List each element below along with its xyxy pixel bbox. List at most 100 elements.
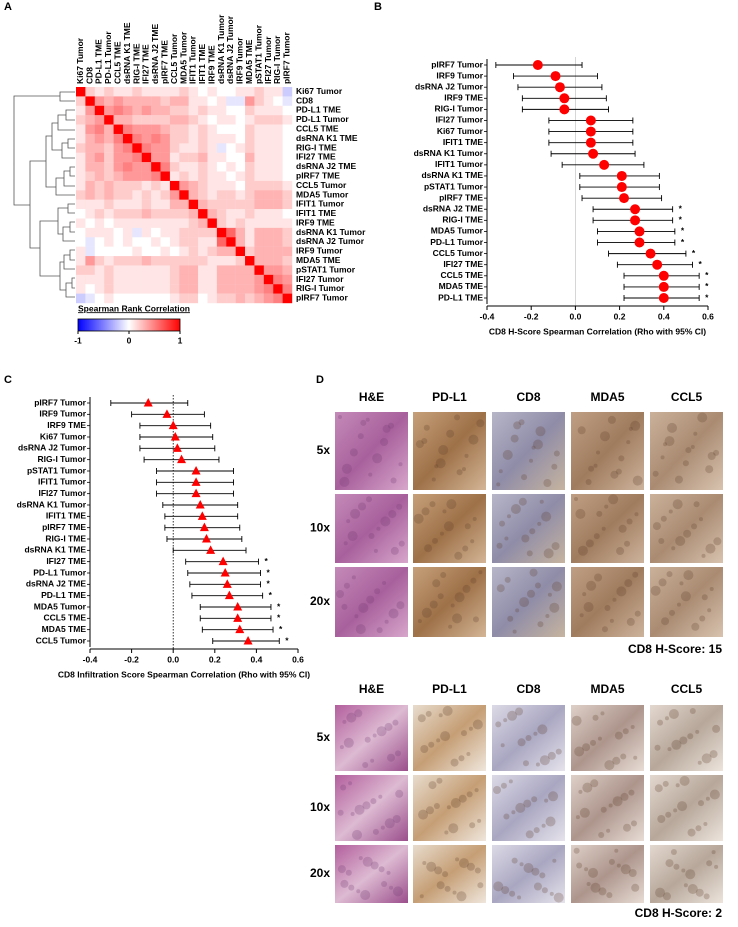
x-tick-label: -0.2 [524, 311, 539, 321]
tissue-texture [521, 474, 528, 481]
heatmap-cell [113, 162, 124, 172]
tissue-texture [706, 860, 713, 867]
tissue-texture [679, 736, 688, 745]
tissue-texture [714, 864, 719, 869]
row-label: PD-L1 Tumor [296, 114, 349, 124]
heatmap-cell [94, 293, 105, 304]
heatmap-cell [104, 124, 114, 135]
tissue-texture [464, 453, 469, 458]
heatmap-cell [179, 124, 189, 135]
tissue-texture [439, 531, 444, 536]
row-label: pIRF7 TME [439, 192, 483, 202]
tissue-texture [436, 777, 443, 784]
heatmap-cell [235, 105, 246, 116]
tissue-texture [584, 867, 589, 872]
heatmap-cell [141, 115, 152, 125]
tissue-texture [712, 724, 721, 733]
heatmap-cell [245, 246, 255, 257]
histology-image [335, 845, 408, 903]
x-tick-label: 0.4 [250, 654, 262, 664]
heatmap-cell [151, 133, 161, 144]
tissue-texture [689, 708, 696, 714]
tissue-texture [551, 581, 562, 592]
tissue-texture [425, 806, 434, 815]
heatmap-cell [245, 87, 255, 97]
tissue-texture [541, 511, 552, 522]
heatmap-cell [104, 256, 114, 266]
significance-mark: * [705, 281, 709, 291]
heatmap-cell [273, 256, 283, 266]
row-label: dsRNA K1 Tumor [414, 148, 484, 158]
tissue-texture [545, 816, 556, 827]
heatmap-cell [104, 115, 114, 125]
tissue-texture [348, 781, 353, 786]
heatmap-cell [235, 265, 246, 276]
tissue-texture [501, 886, 510, 895]
point [197, 511, 207, 520]
heatmap-cell [273, 246, 283, 257]
point [588, 148, 599, 159]
tissue-texture [709, 789, 720, 800]
row-label: dsRNA J2 Tumor [296, 236, 365, 246]
tissue-texture [350, 508, 361, 519]
heatmap-cell [282, 124, 293, 135]
heatmap-cell [188, 284, 199, 294]
heatmap-cell [122, 265, 133, 276]
colorbar-label: Spearman Rank Correlation [78, 303, 190, 313]
heatmap-cell [226, 87, 236, 97]
heatmap-cell [169, 265, 180, 276]
tissue-texture [576, 862, 583, 869]
heatmap-cell [235, 209, 246, 219]
tissue-texture [579, 807, 590, 818]
heatmap-cell [104, 180, 114, 191]
heatmap-cell [188, 256, 199, 266]
tissue-texture [662, 892, 671, 901]
heatmap-cell [198, 124, 208, 135]
tissue-texture [515, 707, 524, 716]
heatmap-cell [160, 209, 171, 219]
heatmap-cell [254, 284, 265, 294]
heatmap-cell [113, 180, 124, 191]
tissue-texture [671, 739, 682, 750]
panel-letter: C [4, 374, 12, 386]
heatmap-cell [94, 237, 105, 247]
tissue-texture [709, 750, 718, 759]
row-label: IFIT1 Tumor [38, 477, 87, 487]
column-label: PD-L1 TME [94, 39, 104, 84]
heatmap-cell [94, 180, 105, 191]
tissue-texture [687, 884, 698, 894]
heatmap-cell [169, 171, 180, 182]
tissue-texture [382, 581, 387, 585]
tissue-texture [396, 503, 403, 510]
heatmap-cell [216, 199, 227, 210]
heatmap-cell [188, 237, 199, 247]
heatmap-cell [132, 180, 142, 191]
tissue-texture [596, 510, 603, 517]
heatmap-cell [85, 256, 95, 266]
tissue-texture [431, 477, 436, 482]
heatmap-cell [113, 227, 124, 238]
heatmap-cell [245, 199, 255, 210]
heatmap-cell [226, 256, 236, 266]
tissue-texture [523, 863, 534, 873]
heatmap-cell [76, 237, 86, 247]
heatmap-cell [94, 274, 105, 285]
histology-image [413, 567, 486, 637]
heatmap-cell [263, 274, 274, 285]
tissue-texture [523, 799, 532, 808]
tissue-texture [504, 536, 509, 541]
row-label: MDA5 Tumor [296, 189, 349, 199]
heatmap-cell [169, 124, 180, 135]
heatmap-cell [122, 227, 133, 238]
heatmap-cell [282, 133, 293, 144]
heatmap-cell [226, 199, 236, 210]
tissue-texture [578, 789, 583, 794]
heatmap-cell [113, 133, 124, 144]
heatmap-cell [226, 246, 236, 257]
tissue-texture [671, 546, 676, 551]
heatmap-cell [85, 171, 95, 182]
heatmap-cell [263, 256, 274, 266]
tissue-texture [365, 496, 372, 503]
tissue-texture [598, 887, 607, 896]
tissue-texture [422, 861, 427, 865]
